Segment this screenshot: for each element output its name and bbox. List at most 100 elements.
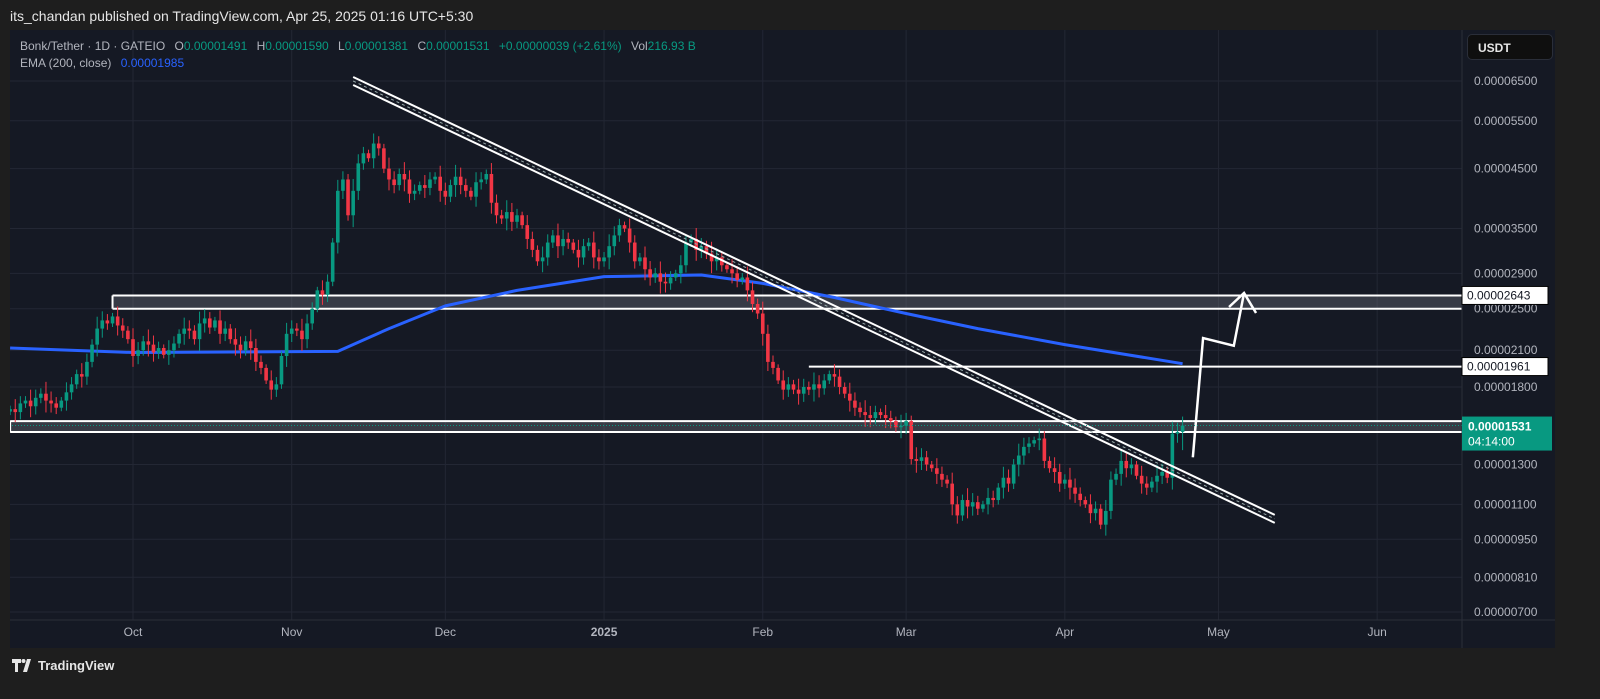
candle-down	[535, 249, 540, 262]
candle-up	[673, 273, 678, 278]
candle-up	[919, 457, 924, 461]
y-tick-label: 0.00003500	[1474, 222, 1538, 236]
candle-up	[85, 361, 89, 377]
candle-down	[54, 403, 58, 408]
candle-up	[223, 328, 227, 334]
candle-down	[848, 393, 852, 401]
volume-label: Vol	[630, 39, 648, 53]
candle-down	[407, 179, 412, 194]
candle-down	[597, 257, 601, 262]
candle-down	[295, 328, 299, 331]
plot-area	[10, 30, 1462, 620]
candle-up	[412, 190, 417, 194]
candle-down	[1083, 500, 1088, 505]
candle-down	[776, 367, 780, 381]
candle-up	[325, 281, 330, 295]
candle-down	[771, 361, 775, 368]
high-label: H	[256, 39, 266, 53]
tradingview-logo-icon	[12, 659, 31, 672]
trend-channel-edge	[352, 84, 1276, 524]
y-tick-label: 0.00006500	[1474, 74, 1538, 88]
currency-button[interactable]: USDT	[1467, 34, 1553, 60]
y-tick-label: 0.00001300	[1474, 458, 1538, 472]
candle-down	[955, 504, 960, 516]
candle-down	[837, 376, 842, 387]
candle-down	[13, 409, 18, 413]
candle-down	[146, 341, 151, 345]
candle-up	[136, 350, 140, 356]
right-margin	[1555, 30, 1600, 699]
candle-down	[725, 265, 729, 270]
candle-up	[69, 384, 74, 393]
candle-up	[1155, 475, 1159, 482]
candle-up	[279, 355, 284, 385]
candle-down	[760, 313, 765, 334]
candle-up	[581, 246, 586, 258]
candle-up	[397, 173, 402, 186]
candle-down	[228, 328, 233, 340]
candle-up	[197, 323, 202, 340]
candle-down	[126, 330, 130, 340]
high-value: 0.00001590	[265, 39, 329, 53]
candle-up	[18, 403, 23, 413]
candle-down	[458, 176, 463, 186]
tradingview-logo[interactable]: TradingView	[12, 658, 114, 673]
candle-up	[607, 246, 611, 258]
x-tick-label: Dec	[435, 625, 456, 639]
candle-down	[755, 303, 760, 314]
candle-down	[300, 330, 304, 340]
candle-up	[822, 380, 826, 389]
trend-channel-edge	[352, 76, 1276, 516]
ema-value: 0.00001985	[120, 56, 185, 70]
y-tick-label: 0.00001100	[1474, 497, 1537, 511]
candle-down	[1098, 508, 1103, 525]
candle-up	[899, 425, 903, 428]
symbol-title[interactable]: Bonk/Tether · 1D · GATEIO	[20, 39, 166, 53]
publish-info: its_chandan published on TradingView.com…	[10, 8, 474, 24]
candle-up	[668, 277, 673, 284]
candle-down	[842, 386, 847, 394]
chart-pane[interactable]	[10, 30, 1555, 648]
y-tick-label: 0.00001800	[1474, 380, 1538, 394]
candle-down	[940, 473, 944, 480]
candle-up	[453, 176, 458, 186]
candle-up	[740, 277, 745, 280]
candle-down	[115, 316, 120, 326]
ema-label[interactable]: EMA (200, close)	[20, 56, 112, 70]
candle-down	[648, 269, 652, 278]
projection-arrow	[1191, 292, 1246, 458]
candle-up	[1170, 433, 1175, 478]
candle-down	[402, 173, 407, 180]
candle-up	[638, 257, 642, 262]
candle-up	[59, 400, 64, 408]
candle-down	[735, 273, 739, 280]
x-tick-label: Jun	[1367, 625, 1386, 639]
candle-down	[320, 290, 325, 295]
candle-up	[341, 179, 345, 191]
y-tick-label: 0.00000950	[1474, 532, 1538, 546]
low-label: L	[338, 39, 345, 53]
candle-down	[259, 361, 263, 368]
candle-down	[868, 415, 873, 419]
candle-up	[433, 176, 437, 180]
candle-up	[289, 328, 294, 334]
candle-down	[781, 380, 786, 390]
low-value: 0.00001381	[344, 39, 409, 53]
candle-up	[1119, 460, 1123, 474]
candle-up	[202, 318, 207, 324]
candle-down	[663, 281, 668, 284]
candle-down	[1144, 483, 1149, 488]
y-tick-label: 0.00005500	[1474, 114, 1538, 128]
candle-up	[177, 333, 181, 344]
candle-down	[627, 228, 632, 243]
candle-down	[976, 502, 980, 509]
candle-down	[520, 215, 524, 226]
candle-up	[100, 320, 105, 329]
candle-down	[1047, 460, 1052, 469]
candle-up	[1022, 446, 1026, 456]
y-tick-label: 0.00002900	[1474, 266, 1538, 280]
candle-down	[28, 400, 33, 407]
candle-up	[95, 328, 99, 345]
candle-down	[346, 179, 350, 216]
